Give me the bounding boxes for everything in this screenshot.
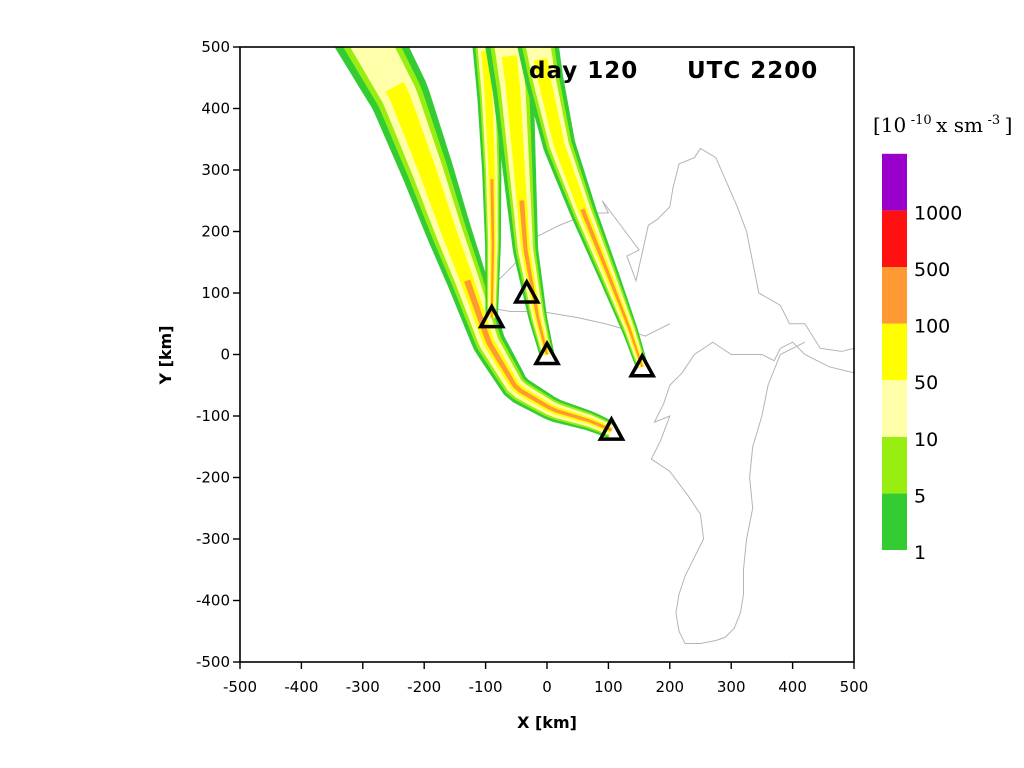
source-marker-4 — [597, 415, 626, 441]
plot-area — [334, 47, 854, 645]
y-tick-label: 200 — [201, 223, 230, 241]
plume-3-level_100 — [580, 208, 644, 368]
colorbar-segment — [882, 210, 907, 267]
colorbar-label: 50 — [914, 372, 938, 394]
colorbar-segment — [882, 493, 907, 550]
colorbar-segment — [882, 267, 907, 324]
colorbar-label: 10 — [914, 429, 938, 451]
y-tick-label: 400 — [201, 100, 230, 118]
y-tick-label: -200 — [196, 469, 230, 487]
y-tick-label: 0 — [220, 346, 230, 364]
colorbar-segment — [882, 323, 907, 381]
y-tick-label: -500 — [196, 653, 230, 671]
plume-3-level_50 — [533, 58, 645, 368]
y-axis-label: Y [km] — [156, 325, 175, 385]
unit-exponent-2: -3 — [987, 113, 1000, 128]
colorbar-label: 1000 — [914, 202, 962, 224]
chart-title-time: UTC 2200 — [687, 58, 818, 84]
plot-content — [334, 47, 854, 645]
colorbar-label: 1 — [914, 542, 926, 564]
x-tick-label: -400 — [284, 678, 318, 696]
colorbar-segment — [882, 380, 907, 437]
y-tick-label: 300 — [201, 161, 230, 179]
x-axis: -500 -400 -300 -200 -100 0 100 200 300 400 500 — [223, 662, 868, 696]
x-tick-label: -500 — [223, 678, 257, 696]
x-tick-label: 100 — [594, 678, 623, 696]
x-tick-label: 300 — [717, 678, 746, 696]
y-axis: -500 -400 -300 -200 -100 0 100 200 300 400 500 — [196, 38, 240, 671]
chart-title-day: day 120 — [529, 58, 638, 84]
unit-exponent-1: -10 — [911, 113, 932, 128]
y-tick-label: -400 — [196, 592, 230, 610]
x-tick-label: -200 — [407, 678, 441, 696]
colorbar-segment — [882, 153, 907, 211]
coastline-1 — [473, 304, 671, 337]
x-axis-label: X [km] — [517, 713, 577, 732]
plume-1-level_100 — [490, 179, 495, 318]
colorbar-label: 5 — [914, 485, 926, 507]
colorbar-label: 100 — [914, 316, 950, 338]
x-tick-label: 0 — [542, 678, 552, 696]
coastline-2 — [650, 341, 854, 645]
source-marker-2 — [533, 339, 561, 366]
y-tick-label: 100 — [201, 284, 230, 302]
y-tick-label: -300 — [196, 530, 230, 548]
x-tick-label: 500 — [840, 678, 869, 696]
colorbar-segment — [882, 436, 907, 494]
source-marker-3 — [628, 352, 657, 378]
unit-mid: x sm — [936, 113, 983, 137]
x-tick-label: -100 — [469, 678, 503, 696]
y-tick-label: -100 — [196, 407, 230, 425]
colorbar: 1 5 10 50 100 500 1000 — [882, 153, 962, 564]
colorbar-unit: [10 -10 x sm -3 ] — [873, 111, 1012, 137]
plume-2-level_50 — [501, 55, 550, 356]
x-tick-label: 200 — [655, 678, 684, 696]
plume-0-level_100 — [464, 279, 613, 432]
x-tick-label: 400 — [778, 678, 807, 696]
source-marker-0 — [477, 302, 506, 329]
plume-2-level_100 — [519, 200, 549, 355]
unit-base: [10 — [873, 113, 906, 137]
colorbar-label: 500 — [914, 259, 950, 281]
source-marker-1 — [512, 278, 541, 304]
unit-end: ] — [1005, 113, 1013, 137]
y-tick-label: 500 — [201, 38, 230, 56]
x-tick-label: -300 — [346, 678, 380, 696]
